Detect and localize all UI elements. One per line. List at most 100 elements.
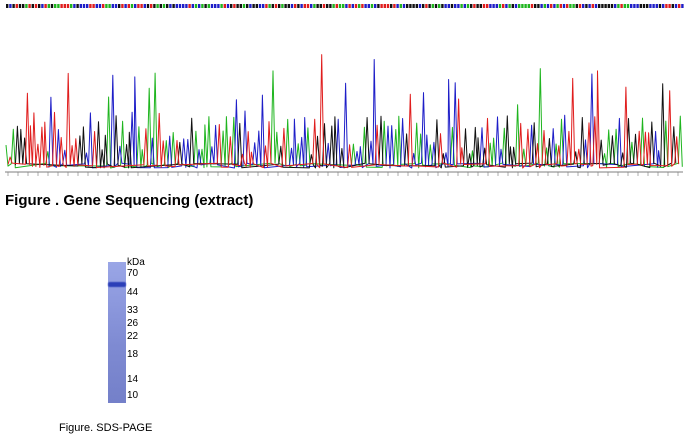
- marker-label-44: 44: [127, 287, 139, 298]
- base-call-mark: [290, 4, 294, 8]
- base-call-mark: [172, 4, 175, 8]
- base-call-mark: [470, 4, 473, 8]
- base-call-mark: [146, 4, 150, 8]
- marker-label-14: 14: [127, 374, 139, 385]
- base-call-mark: [514, 4, 518, 8]
- base-call-mark: [594, 4, 598, 8]
- trace-G: [14, 83, 677, 169]
- base-call-mark: [582, 4, 585, 8]
- base-call-mark: [540, 4, 543, 8]
- base-call-mark: [617, 4, 620, 8]
- base-call-mark: [12, 4, 15, 8]
- sds-page-gel: kDa 70 44 33 26 22 18 14 10: [105, 258, 225, 408]
- base-call-mark: [332, 4, 335, 8]
- base-call-mark: [374, 4, 377, 8]
- base-call-mark: [489, 4, 492, 8]
- base-call-mark: [575, 4, 578, 8]
- base-call-mark: [652, 4, 655, 8]
- base-call-mark: [162, 4, 166, 8]
- base-call-mark: [6, 4, 9, 8]
- base-call-mark: [255, 4, 258, 8]
- base-call-mark: [380, 4, 383, 8]
- base-call-mark: [207, 4, 210, 8]
- base-call-mark: [636, 4, 639, 8]
- base-call-mark: [76, 4, 79, 8]
- trace-A: [5, 68, 683, 169]
- marker-label-10: 10: [127, 390, 139, 401]
- base-call-mark: [89, 4, 92, 8]
- sequencing-chromatogram: [5, 4, 684, 176]
- base-call-mark: [438, 4, 441, 8]
- base-call-mark: [412, 4, 415, 8]
- base-call-mark: [217, 4, 220, 8]
- protein-band: [108, 282, 126, 287]
- base-call-mark: [444, 4, 447, 8]
- base-call-mark: [182, 4, 185, 8]
- base-call-mark: [546, 4, 550, 8]
- base-call-mark: [41, 4, 44, 8]
- base-call-mark: [409, 4, 412, 8]
- base-call-mark: [655, 4, 658, 8]
- base-call-mark: [454, 4, 457, 8]
- base-call-mark: [428, 4, 431, 8]
- base-call-mark: [607, 4, 610, 8]
- base-call-mark: [70, 4, 73, 8]
- base-call-mark: [447, 4, 450, 8]
- base-call-mark: [342, 4, 345, 8]
- base-call-mark: [86, 4, 89, 8]
- base-call-mark: [9, 4, 12, 8]
- base-call-mark: [153, 4, 156, 8]
- base-call-mark: [185, 4, 188, 8]
- base-call-mark: [620, 4, 623, 8]
- base-call-mark: [137, 4, 140, 8]
- base-call-mark: [114, 4, 118, 8]
- base-call-mark: [604, 4, 607, 8]
- base-call-mark: [559, 4, 562, 8]
- base-call-mark: [191, 4, 194, 8]
- base-call-mark: [297, 4, 300, 8]
- base-call-mark: [658, 4, 662, 8]
- base-call-mark: [425, 4, 428, 8]
- base-call-mark: [390, 4, 393, 8]
- base-call-mark: [156, 4, 159, 8]
- base-call-mark: [188, 4, 191, 8]
- base-call-mark: [38, 4, 41, 8]
- base-call-mark: [34, 4, 38, 8]
- base-call-mark: [569, 4, 572, 8]
- base-call-mark: [198, 4, 201, 8]
- base-call-mark: [98, 4, 102, 8]
- base-call-mark: [210, 4, 214, 8]
- base-call-mark: [246, 4, 249, 8]
- base-call-mark: [310, 4, 313, 8]
- base-call-mark: [335, 4, 338, 8]
- base-call-mark: [476, 4, 479, 8]
- base-call-mark: [521, 4, 524, 8]
- base-call-mark: [118, 4, 121, 8]
- base-call-mark: [281, 4, 284, 8]
- base-call-mark: [534, 4, 537, 8]
- base-call-mark: [591, 4, 594, 8]
- base-call-mark: [370, 4, 374, 8]
- base-call-mark: [585, 4, 588, 8]
- base-call-mark: [681, 4, 684, 8]
- base-call-mark: [169, 4, 172, 8]
- base-call-mark: [396, 4, 399, 8]
- gel-lane: [108, 262, 126, 403]
- base-call-mark: [422, 4, 425, 8]
- base-call-mark: [511, 4, 514, 8]
- base-call-mark: [492, 4, 495, 8]
- base-call-mark: [482, 4, 486, 8]
- base-call-mark: [31, 4, 34, 8]
- base-call-mark: [502, 4, 505, 8]
- base-call-mark: [572, 4, 575, 8]
- base-call-mark: [639, 4, 642, 8]
- base-call-mark: [134, 4, 137, 8]
- base-call-mark: [415, 4, 418, 8]
- base-call-mark: [486, 4, 489, 8]
- base-call-mark: [633, 4, 636, 8]
- base-call-mark: [505, 4, 508, 8]
- base-call-mark: [47, 4, 50, 8]
- base-call-mark: [495, 4, 498, 8]
- base-call-mark: [18, 4, 22, 8]
- base-call-mark: [258, 4, 262, 8]
